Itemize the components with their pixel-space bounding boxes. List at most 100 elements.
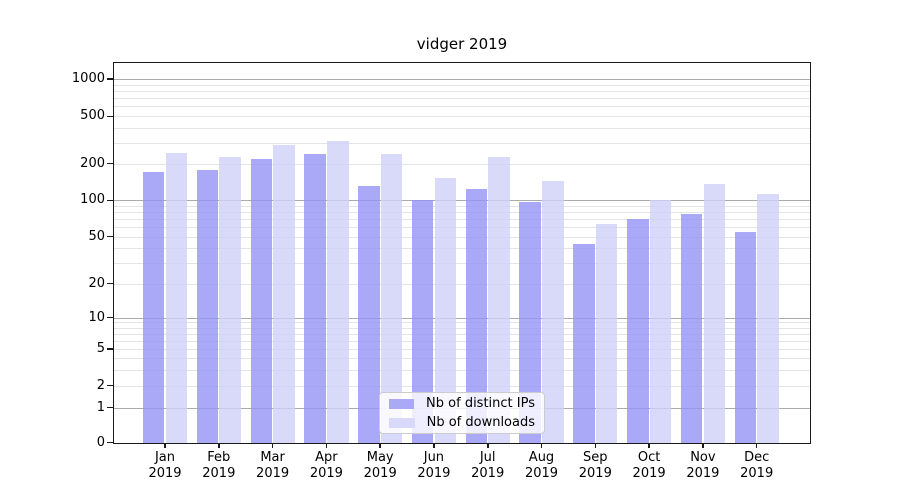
y-tick-mark xyxy=(107,162,113,165)
gridline-minor xyxy=(114,349,810,350)
bar-nb-of-downloads-oct xyxy=(649,199,672,443)
x-tick-mark xyxy=(702,443,704,448)
y-tick-mark xyxy=(107,235,113,238)
y-tick-label-50: 50 xyxy=(88,228,105,244)
gridline-minor xyxy=(114,106,810,108)
bar-nb-of-downloads-jul xyxy=(488,156,510,443)
bar-nb-of-downloads-sep xyxy=(595,224,618,443)
bar-nb-of-distinct-ips-oct xyxy=(627,218,649,443)
y-tick-mark xyxy=(107,316,113,319)
bar-nb-of-downloads-dec xyxy=(757,194,779,443)
legend-label-downloads: Nb of downloads xyxy=(426,415,535,430)
x-tick-mark xyxy=(755,443,758,448)
bar-nb-of-distinct-ips-apr xyxy=(304,153,326,443)
gridline-minor xyxy=(114,84,810,86)
x-tick-mark xyxy=(379,443,381,448)
gridline-major xyxy=(114,79,810,80)
x-tick-label-nov: Nov 2019 xyxy=(686,450,720,481)
gridline-major xyxy=(114,200,810,202)
gridline-major xyxy=(114,317,810,319)
y-tick-mark xyxy=(107,406,113,409)
bar-nb-of-distinct-ips-jun xyxy=(411,200,434,443)
y-tick-label-500: 500 xyxy=(80,108,105,124)
x-tick-label-apr: Apr 2019 xyxy=(309,450,343,481)
gridline-minor xyxy=(114,127,810,129)
y-tick-mark xyxy=(107,441,113,444)
gridline-minor xyxy=(114,236,810,238)
y-tick-label-0: 0 xyxy=(96,434,105,450)
x-tick-mark xyxy=(218,443,220,448)
gridline-minor xyxy=(114,163,810,165)
bar-nb-of-distinct-ips-aug xyxy=(519,201,541,443)
y-tick-mark xyxy=(107,78,113,80)
x-tick-label-aug: Aug 2019 xyxy=(524,450,559,481)
bar-nb-of-downloads-jun xyxy=(434,178,457,443)
gridline-minor xyxy=(114,333,810,335)
y-tick-label-5: 5 xyxy=(96,341,105,356)
legend-item-distinct-ips: Nb of distinct IPs xyxy=(389,396,535,411)
bar-nb-of-downloads-feb xyxy=(219,157,241,443)
bar-nb-of-distinct-ips-dec xyxy=(734,231,757,443)
plot-area: Nb of distinct IPs Nb of downloads xyxy=(113,62,811,444)
y-tick-label-1000: 1000 xyxy=(71,71,105,86)
y-tick-label-200: 200 xyxy=(80,155,105,171)
legend-swatch-downloads xyxy=(389,417,415,428)
y-tick-mark xyxy=(107,348,113,350)
bar-nb-of-distinct-ips-sep xyxy=(573,244,595,443)
y-tick-label-10: 10 xyxy=(88,309,105,325)
legend-swatch-distinct-ips xyxy=(389,398,415,409)
gridline-minor xyxy=(114,218,810,220)
gridline-minor xyxy=(114,98,810,100)
bar-nb-of-downloads-apr xyxy=(327,140,349,443)
bar-nb-of-distinct-ips-jul xyxy=(465,189,488,443)
x-tick-mark xyxy=(164,443,166,448)
x-tick-label-oct: Oct 2019 xyxy=(632,450,666,481)
gridline-minor xyxy=(114,262,810,264)
y-tick-mark xyxy=(107,282,113,285)
y-tick-label-100: 100 xyxy=(80,192,105,208)
gridline-minor xyxy=(114,116,810,118)
bar-nb-of-downloads-jan xyxy=(165,153,188,443)
y-tick-mark xyxy=(107,115,113,117)
bar-nb-of-distinct-ips-feb xyxy=(196,169,219,443)
gridline-minor xyxy=(114,142,810,144)
x-tick-mark xyxy=(433,443,435,448)
gridline-minor xyxy=(114,212,810,213)
gridline-minor xyxy=(114,205,810,207)
y-tick-label-1: 1 xyxy=(96,399,105,415)
bar-nb-of-distinct-ips-mar xyxy=(250,158,272,443)
x-tick-label-sep: Sep 2019 xyxy=(578,450,612,481)
x-tick-label-jul: Jul 2019 xyxy=(471,450,505,481)
x-tick-label-jun: Jun 2019 xyxy=(417,450,451,481)
gridline-minor xyxy=(114,385,810,387)
y-tick-mark xyxy=(107,199,113,202)
bar-nb-of-distinct-ips-nov xyxy=(680,213,703,443)
bar-nb-of-downloads-aug xyxy=(542,180,564,443)
gridline-minor xyxy=(114,91,810,92)
x-tick-mark xyxy=(594,443,597,448)
x-tick-mark xyxy=(540,443,543,448)
gridline-minor xyxy=(114,283,810,285)
bar-nb-of-downloads-may xyxy=(380,154,403,443)
x-tick-mark xyxy=(271,443,274,448)
gridline-minor xyxy=(114,340,810,342)
bar-nb-of-distinct-ips-jan xyxy=(142,172,165,443)
x-tick-label-mar: Mar 2019 xyxy=(256,450,290,481)
gridline-minor xyxy=(114,227,810,228)
gridline-minor xyxy=(114,369,810,371)
legend-item-downloads: Nb of downloads xyxy=(389,415,535,430)
gridline-minor xyxy=(114,327,810,329)
x-tick-label-jan: Jan 2019 xyxy=(148,450,182,481)
gridline-minor xyxy=(114,357,810,359)
x-tick-mark xyxy=(487,443,489,448)
legend-label-distinct-ips: Nb of distinct IPs xyxy=(426,396,535,411)
bar-nb-of-downloads-mar xyxy=(273,145,295,443)
x-tick-label-feb: Feb 2019 xyxy=(202,450,236,481)
bar-nb-of-downloads-nov xyxy=(703,184,725,443)
x-tick-label-may: May 2019 xyxy=(363,450,397,481)
legend: Nb of distinct IPs Nb of downloads xyxy=(379,392,545,434)
x-tick-mark xyxy=(648,443,650,448)
gridline-minor xyxy=(114,247,810,249)
y-tick-label-2: 2 xyxy=(96,377,105,393)
